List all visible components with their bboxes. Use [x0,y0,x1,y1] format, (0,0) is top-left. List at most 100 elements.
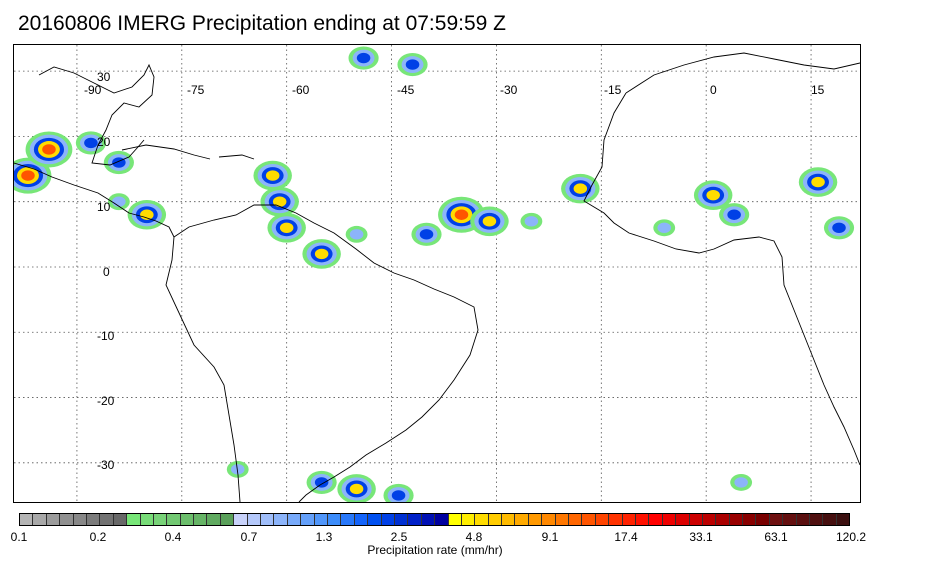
colorbar-cell [635,514,650,525]
colorbar-cell [769,514,784,525]
colorbar-cell [167,514,181,525]
lon-label: -60 [292,83,310,97]
map-frame: -90 -75 -60 -45 -30 -15 0 15 30 20 10 0 … [13,44,861,503]
colorbar-cell [716,514,730,525]
colorbar-cell [836,514,850,525]
colorbar-cell [220,514,235,525]
colorbar-tick-label: 9.1 [541,530,559,544]
colorbar-cell [421,514,436,525]
colorbar [19,513,850,526]
coastline-south-america-west [165,236,241,502]
coastline-hispaniola [218,154,255,160]
map-canvas [14,45,860,502]
colorbar-cell [783,514,797,525]
colorbar-cell [194,514,208,525]
lon-label: -15 [604,83,622,97]
precipitation-field [14,46,855,502]
precip-cell [349,483,364,495]
colorbar-cell [20,514,34,525]
lat-label: 20 [97,135,111,149]
colorbar-cell [127,514,141,525]
colorbar-cell [435,514,449,525]
precip-cell [454,209,469,220]
colorbar-cell [569,514,583,525]
precip-cell [832,222,846,233]
precip-cell [265,170,280,181]
precip-cell [112,196,126,207]
precip-cell [727,209,741,220]
colorbar-cell [381,514,395,525]
lat-label: 0 [103,265,110,279]
colorbar-cell [702,514,717,525]
colorbar-cell [113,514,128,525]
colorbar-cell [461,514,476,525]
colorbar-cell [46,514,61,525]
colorbar-cell [595,514,610,525]
colorbar-cell [743,514,757,525]
precip-cell [573,183,588,194]
colorbar-cell [261,514,275,525]
colorbar-cell [354,514,369,525]
colorbar-cell [649,514,663,525]
colorbar-cell [394,514,409,525]
lat-label: -20 [97,394,115,408]
colorbar-cell [796,514,811,525]
precip-cell [482,216,497,227]
colorbar-cell [368,514,382,525]
colorbar-tick-label: 2.5 [390,530,408,544]
coastline-south-america [173,204,479,502]
colorbar-cell [582,514,596,525]
colorbar-cell [622,514,636,525]
colorbar-tick-label: 120.2 [835,530,867,544]
coastline-africa-north [625,52,860,94]
colorbar-cell [100,514,114,525]
colorbar-cell [502,514,516,525]
precip-cell [21,170,35,181]
colorbar-tick-label: 0.4 [164,530,182,544]
colorbar-tick-label: 1.3 [315,530,333,544]
coastline-cuba [121,144,211,160]
colorbar-cell [609,514,623,525]
colorbar-cell [287,514,302,525]
colorbar-cell [207,514,221,525]
colorbar-cell [274,514,288,525]
colorbar-cell [823,514,837,525]
lon-label: -90 [84,83,102,97]
colorbar-cell [140,514,154,525]
colorbar-cell [515,514,529,525]
lat-label: 10 [97,200,111,214]
lat-label: 30 [97,70,111,84]
precip-cell [84,137,98,149]
colorbar-cell [662,514,677,525]
precip-cell [314,248,329,260]
colorbar-cell [33,514,47,525]
lon-label: -45 [397,83,415,97]
colorbar-cell [475,514,489,525]
colorbar-cell [234,514,248,525]
gridlines [14,45,860,502]
precip-cell [734,477,748,488]
colorbar-tick-label: 0.7 [240,530,258,544]
colorbar-cell [86,514,101,525]
colorbar-cell [408,514,422,525]
colorbar-tick-label: 0.1 [10,530,28,544]
precip-cell [349,229,364,240]
precip-cell [230,464,245,475]
coastline-africa [583,92,860,466]
precip-cell [356,52,371,64]
colorbar-cell [689,514,703,525]
colorbar-cell [488,514,503,525]
colorbar-cell [327,514,342,525]
coastlines [14,52,860,502]
colorbar-cell [60,514,74,525]
precip-cell [405,59,420,70]
colorbar-title: Precipitation rate (mm/hr) [367,543,503,557]
precip-cell [42,144,56,155]
colorbar-cell [301,514,315,525]
colorbar-cell [73,514,87,525]
coastline-north-america [38,63,155,166]
colorbar-cell [542,514,556,525]
precip-cell [657,222,671,233]
lat-label: -30 [97,458,115,472]
map-title: 20160806 IMERG Precipitation ending at 0… [18,12,506,35]
